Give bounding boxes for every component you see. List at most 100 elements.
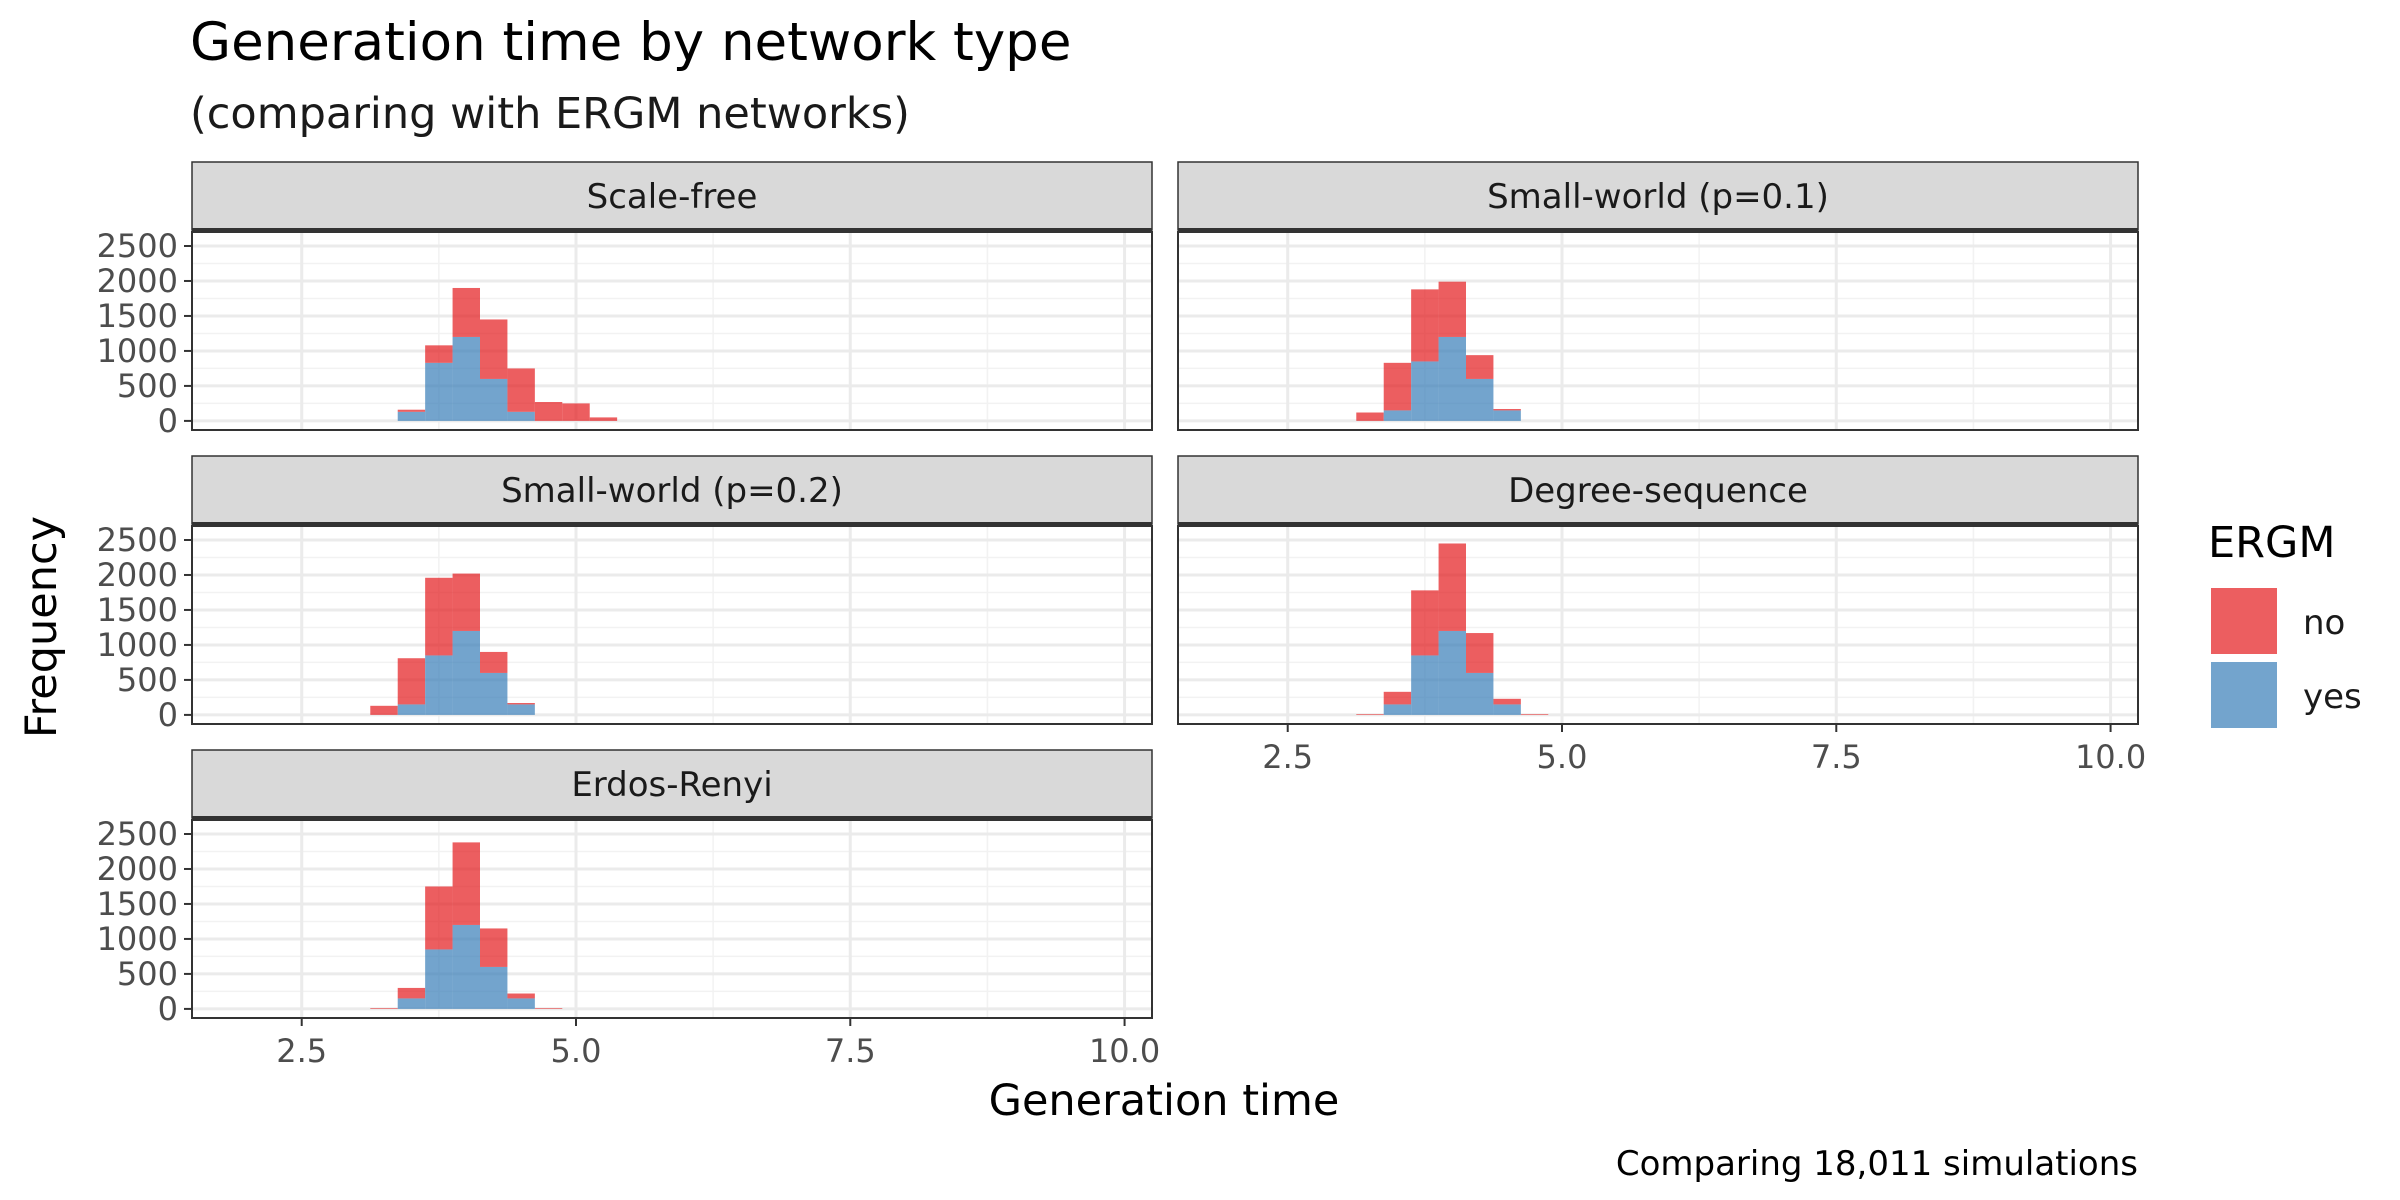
bar-yes (425, 949, 453, 1009)
bar-yes (1493, 410, 1521, 421)
bar-no (397, 409, 426, 412)
x-tick-label: 5.0 (1537, 738, 1588, 776)
legend-key-yes (2211, 662, 2277, 728)
bar-yes (1383, 704, 1412, 715)
bar-no (1356, 714, 1384, 715)
y-tick-label: 0 (158, 990, 178, 1028)
facet-strip-label: Small-world (p=0.2) (501, 471, 843, 511)
legend-label-yes: yes (2303, 677, 2362, 717)
bar-yes (507, 411, 535, 421)
x-tick-label: 7.5 (1811, 738, 1862, 776)
bar-no (1466, 633, 1494, 673)
y-tick-label: 2500 (97, 227, 178, 265)
bar-yes (452, 336, 480, 421)
bar-yes (507, 704, 535, 715)
facet-small-world-p-0-1: Small-world (p=0.1) (1177, 161, 2139, 431)
x-tick-label: 5.0 (551, 1032, 602, 1070)
facet-strip (191, 161, 1153, 231)
y-tick-label: 500 (117, 955, 178, 993)
bar-no (1493, 409, 1521, 411)
bar-no (370, 1008, 398, 1009)
y-tick-label: 1500 (97, 591, 178, 629)
y-tick-label: 0 (158, 402, 178, 440)
facet-panels: Scale-free05001000150020002500Small-worl… (97, 161, 2146, 1070)
panel-border (191, 525, 1153, 725)
x-tick-label: 7.5 (825, 1032, 876, 1070)
y-tick-label: 500 (117, 661, 178, 699)
y-tick-label: 2000 (97, 850, 178, 888)
bar-no (452, 573, 480, 631)
bar-yes (425, 655, 453, 715)
chart-subtitle: (comparing with ERGM networks) (190, 89, 910, 139)
y-tick-label: 1500 (97, 297, 178, 335)
bar-no (397, 987, 426, 999)
x-tick-label: 2.5 (276, 1032, 327, 1070)
bar-yes (397, 411, 426, 421)
bar-yes (1466, 378, 1494, 421)
bar-yes (1411, 655, 1439, 715)
y-tick-label: 500 (117, 367, 178, 405)
panel-border (191, 231, 1153, 431)
legend-title: ERGM (2208, 518, 2335, 568)
facet-strip (1177, 161, 2139, 231)
bar-no (425, 886, 453, 950)
y-tick-label: 2500 (97, 815, 178, 853)
bar-no (1438, 281, 1466, 337)
bar-no (1438, 543, 1466, 631)
facet-strip (1177, 455, 2139, 525)
bar-no (1356, 412, 1384, 421)
bar-no (507, 703, 535, 705)
bar-yes (1438, 630, 1466, 715)
chart-title: Generation time by network type (190, 12, 1071, 73)
y-tick-label: 0 (158, 696, 178, 734)
y-tick-label: 2500 (97, 521, 178, 559)
facet-strip-label: Erdos-Renyi (571, 765, 772, 805)
x-tick-label: 2.5 (1262, 738, 1313, 776)
bar-yes (425, 362, 453, 421)
panel-border (1177, 231, 2139, 431)
bar-yes (397, 704, 426, 715)
chart-caption: Comparing 18,011 simulations (1616, 1144, 2138, 1184)
y-tick-label: 1000 (97, 332, 178, 370)
bar-no (589, 417, 618, 421)
bar-yes (480, 378, 508, 421)
y-tick-label: 2000 (97, 262, 178, 300)
bar-no (1411, 289, 1439, 362)
bar-yes (507, 998, 535, 1009)
bar-no (1520, 714, 1549, 715)
legend-label-no: no (2303, 603, 2345, 643)
bar-yes (1411, 361, 1439, 421)
bar-no (480, 651, 508, 673)
bar-no (452, 287, 480, 337)
bar-yes (1383, 410, 1412, 421)
panel-border (1177, 525, 2139, 725)
bar-no (1411, 590, 1439, 656)
bar-no (1466, 355, 1494, 379)
bar-no (425, 577, 453, 656)
legend: ERGM no yes (2208, 518, 2362, 728)
bar-no (507, 993, 535, 999)
bar-no (370, 705, 398, 715)
panel-border (191, 819, 1153, 1019)
bar-no (397, 658, 426, 705)
bar-no (534, 1008, 563, 1009)
bar-yes (480, 672, 508, 715)
bar-no (480, 928, 508, 967)
x-tick-label: 10.0 (1089, 1032, 1160, 1070)
y-axis-title: Frequency (17, 516, 67, 738)
bar-no (562, 403, 590, 421)
facet-strip-label: Degree-sequence (1508, 471, 1808, 511)
legend-key-no (2211, 588, 2277, 654)
bar-yes (452, 924, 480, 1009)
bar-yes (1493, 704, 1521, 715)
y-tick-label: 1500 (97, 885, 178, 923)
bar-no (1493, 698, 1521, 705)
bar-no (534, 402, 563, 421)
bar-no (480, 319, 508, 379)
facet-strip-label: Small-world (p=0.1) (1487, 177, 1829, 217)
bar-yes (452, 630, 480, 715)
bar-no (1383, 691, 1412, 705)
